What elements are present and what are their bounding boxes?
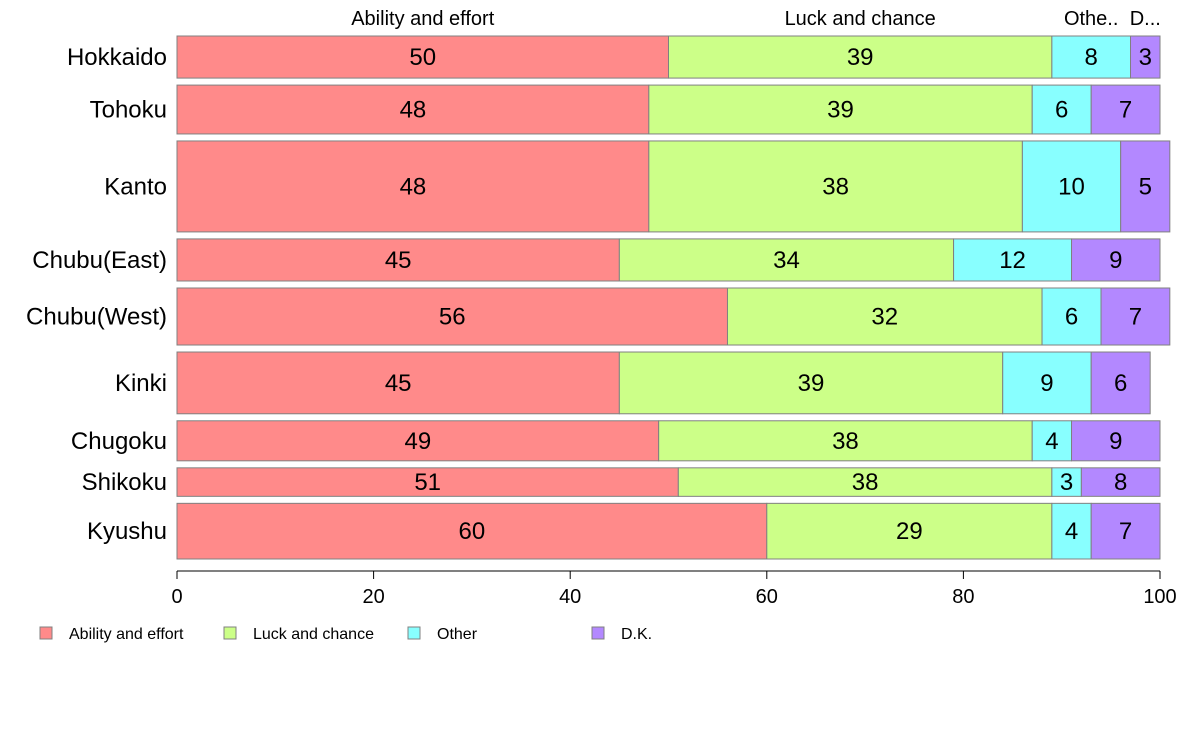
category-label: Chugoku — [71, 428, 167, 455]
category-label: Chubu(East) — [32, 247, 167, 274]
bar-segment — [176, 238, 620, 282]
data-label: 38 — [832, 428, 859, 455]
x-tick-label: 80 — [952, 586, 974, 608]
category-label: Kanto — [104, 173, 167, 200]
data-label: 7 — [1119, 518, 1132, 545]
bar-segment — [648, 140, 1023, 233]
bar-segment — [1090, 351, 1151, 415]
bar-segment — [176, 420, 660, 462]
legend-label: Other — [437, 626, 478, 643]
data-label: 4 — [1045, 428, 1058, 455]
bar-segment — [176, 35, 669, 79]
data-label: 6 — [1114, 370, 1127, 397]
data-label: 6 — [1065, 304, 1078, 331]
data-label: 12 — [999, 247, 1026, 274]
data-label: 8 — [1114, 469, 1127, 496]
top-segment-label: Ability and effort — [351, 8, 494, 30]
bar-segment — [1071, 238, 1161, 282]
bar-segment — [1090, 502, 1161, 560]
bar-segment — [1080, 467, 1161, 497]
data-label: 6 — [1055, 97, 1068, 124]
bar-segment — [1031, 84, 1092, 135]
data-label: 9 — [1109, 428, 1122, 455]
data-label: 7 — [1129, 304, 1142, 331]
data-label: 5 — [1139, 173, 1152, 200]
bar-segment — [1051, 35, 1132, 79]
data-label: 7 — [1119, 97, 1132, 124]
bar-segment — [1051, 467, 1082, 497]
bar-segment — [1130, 35, 1161, 79]
data-label: 48 — [400, 173, 427, 200]
category-label: Hokkaido — [67, 44, 167, 71]
x-tick-label: 100 — [1143, 586, 1176, 608]
bar-segment — [726, 287, 1043, 346]
data-label: 9 — [1040, 370, 1053, 397]
category-label: Tohoku — [90, 97, 167, 124]
bar-segment — [176, 287, 728, 346]
data-label: 10 — [1058, 173, 1085, 200]
bar-segment — [668, 35, 1053, 79]
bar-segment — [1002, 351, 1092, 415]
bar-segment — [1051, 502, 1092, 560]
bar-segment — [618, 351, 1004, 415]
legend-label: D.K. — [621, 626, 652, 643]
bar-segment — [766, 502, 1053, 560]
data-label: 56 — [439, 304, 466, 331]
data-label: 45 — [385, 247, 412, 274]
data-label: 3 — [1060, 469, 1073, 496]
x-tick-label: 60 — [756, 586, 778, 608]
bar-segment — [176, 467, 679, 497]
data-label: 45 — [385, 370, 412, 397]
data-label: 39 — [847, 44, 874, 71]
legend-swatch — [39, 626, 53, 640]
bar-segment — [648, 84, 1033, 135]
data-label: 50 — [409, 44, 436, 71]
data-label: 34 — [773, 247, 800, 274]
category-label: Kinki — [115, 370, 167, 397]
data-label: 39 — [827, 97, 854, 124]
top-segment-label: Othe.. — [1064, 8, 1118, 30]
data-label: 60 — [459, 518, 486, 545]
bar-segment — [176, 84, 650, 135]
bar-segment — [1031, 420, 1073, 462]
data-label: 48 — [400, 97, 427, 124]
top-segment-label: D... — [1130, 8, 1161, 30]
bar-segment — [1071, 420, 1161, 462]
bar-segment — [1120, 140, 1171, 233]
x-tick-label: 0 — [171, 586, 182, 608]
data-label: 8 — [1085, 44, 1098, 71]
data-label: 29 — [896, 518, 923, 545]
bar-segment — [176, 351, 620, 415]
x-tick-label: 40 — [559, 586, 581, 608]
data-label: 49 — [404, 428, 431, 455]
data-label: 3 — [1139, 44, 1152, 71]
data-label: 32 — [871, 304, 898, 331]
data-label: 38 — [822, 173, 849, 200]
bar-segment — [1100, 287, 1171, 346]
bar-segment — [618, 238, 955, 282]
data-label: 4 — [1065, 518, 1078, 545]
bar-segment — [1090, 84, 1161, 135]
legend-swatch — [591, 626, 605, 640]
data-label: 9 — [1109, 247, 1122, 274]
legend-label: Luck and chance — [253, 626, 374, 643]
data-label: 51 — [414, 469, 441, 496]
legend-label: Ability and effort — [69, 626, 184, 643]
category-label: Kyushu — [87, 518, 167, 545]
category-label: Chubu(West) — [26, 304, 167, 331]
data-label: 38 — [852, 469, 879, 496]
legend-swatch — [407, 626, 421, 640]
data-label: 39 — [798, 370, 825, 397]
top-segment-label: Luck and chance — [785, 8, 936, 30]
x-tick-label: 20 — [362, 586, 384, 608]
bar-segment — [176, 140, 650, 233]
bar-segment — [1041, 287, 1102, 346]
category-label: Shikoku — [82, 469, 167, 496]
legend-swatch — [223, 626, 237, 640]
